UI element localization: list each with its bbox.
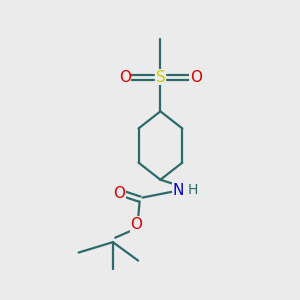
Text: O: O (190, 70, 202, 85)
Text: O: O (130, 217, 142, 232)
Text: O: O (113, 186, 125, 201)
Text: O: O (119, 70, 131, 85)
Text: N: N (172, 183, 184, 198)
Text: S: S (155, 70, 165, 85)
Text: O: O (190, 70, 202, 85)
Text: O: O (113, 186, 125, 201)
Text: O: O (130, 217, 142, 232)
Text: S: S (155, 70, 165, 85)
Text: H: H (188, 183, 198, 197)
Text: O: O (119, 70, 131, 85)
Text: H: H (188, 183, 198, 197)
Text: N: N (172, 183, 184, 198)
